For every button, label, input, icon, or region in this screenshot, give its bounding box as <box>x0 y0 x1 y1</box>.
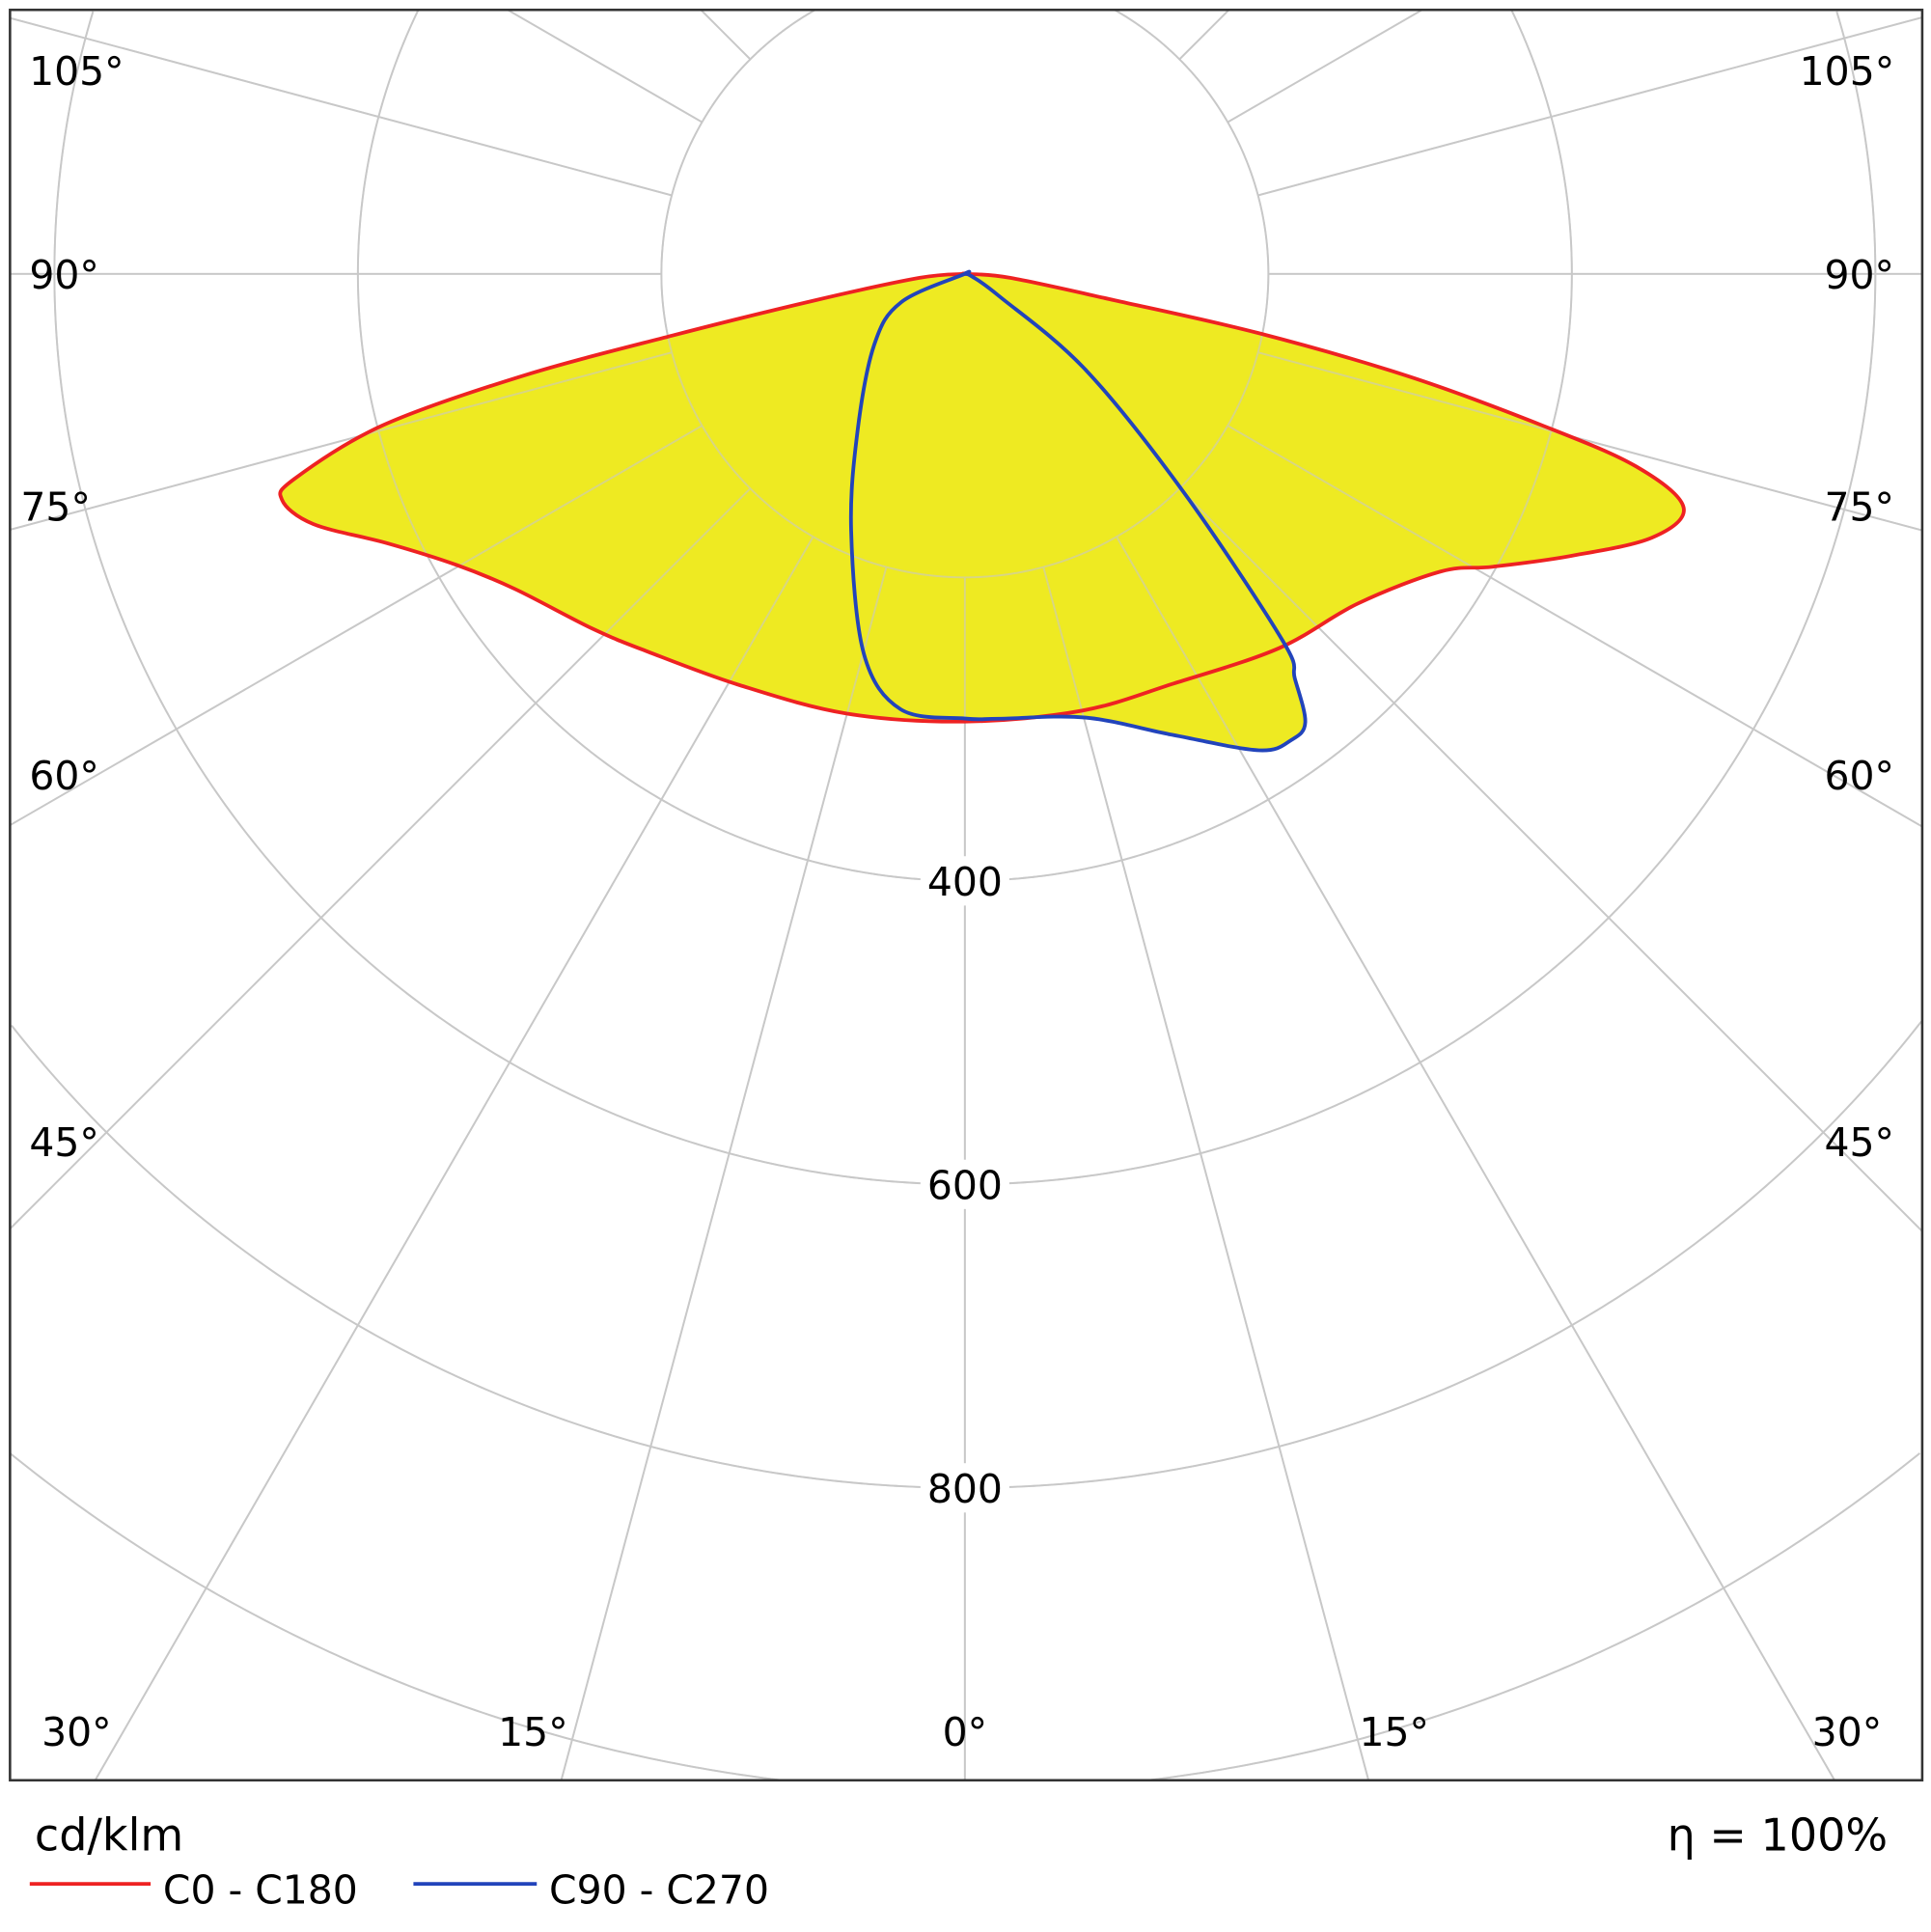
grid-ray <box>700 10 752 61</box>
angle-labels: 105° 90° 75° 60° 45° 30° 15° 105° 90° 75° 60° 45° 30… <box>20 48 1894 1755</box>
grid-ray <box>1227 10 1423 124</box>
grid-circle-800 <box>11 1020 1922 1489</box>
angle-label-left: 45° <box>29 1119 98 1166</box>
radial-label-bg <box>920 1463 1009 1513</box>
grid-ray <box>1116 536 1835 1780</box>
curves <box>10 10 1922 1780</box>
grid-ray <box>1257 351 1922 532</box>
angle-label-left: 105° <box>29 48 124 95</box>
grid-ray <box>94 536 814 1780</box>
angle-label-right: 30° <box>1812 1709 1882 1755</box>
radial-tick-labels: 400 600 800 <box>920 856 1009 1513</box>
grid-overlay <box>10 10 1922 1780</box>
angle-label-right: 45° <box>1824 1119 1893 1166</box>
grid-ray <box>10 351 673 531</box>
angle-label-bottom: 0° <box>943 1709 987 1755</box>
legend-label-c90-c270: C90 - C270 <box>549 1867 769 1914</box>
angle-label-left: 30° <box>41 1709 111 1755</box>
angle-label-left: 15° <box>498 1709 567 1755</box>
radial-tick-label: 600 <box>927 1163 1003 1209</box>
grid-ray <box>560 566 888 1780</box>
angle-label-right: 60° <box>1824 753 1893 799</box>
angle-label-right: 90° <box>1824 252 1893 298</box>
grid-circle-800 <box>11 1020 1922 1489</box>
radial-tick-label: 800 <box>927 1466 1003 1512</box>
angle-label-right: 75° <box>1824 483 1893 530</box>
legend-label-c0-c180: C0 - C180 <box>163 1867 358 1914</box>
radial-tick-label: 400 <box>927 859 1003 905</box>
angle-label-right: 15° <box>1360 1709 1429 1755</box>
grid-circle-400 <box>356 10 1573 882</box>
plot-frame <box>9 8 1924 1782</box>
grid-circle-200 <box>660 10 1270 579</box>
grid-ray <box>1257 16 1922 197</box>
grid-ray <box>507 10 703 124</box>
efficiency-label: η = 100% <box>1668 1809 1889 1862</box>
angle-label-left: 90° <box>29 252 98 298</box>
grid-ray <box>1042 566 1370 1780</box>
curve-c90-c270 <box>848 269 1308 753</box>
angle-label-right: 105° <box>1800 48 1895 95</box>
grid-circle-600 <box>53 11 1877 1186</box>
grid-ray <box>1178 487 1922 1232</box>
angle-label-left: 60° <box>29 753 98 799</box>
angle-label-left: 75° <box>20 483 90 530</box>
grid-ray <box>10 425 703 826</box>
grid-ray <box>10 16 673 197</box>
unit-label: cd/klm <box>35 1809 183 1862</box>
radial-label-bg <box>920 1159 1009 1209</box>
grid-ray <box>1227 425 1922 828</box>
grid-ray <box>1178 10 1230 61</box>
radial-label-bg <box>920 856 1009 906</box>
grid-ray <box>10 487 752 1229</box>
grid-circle-1000 <box>10 1452 1921 1780</box>
